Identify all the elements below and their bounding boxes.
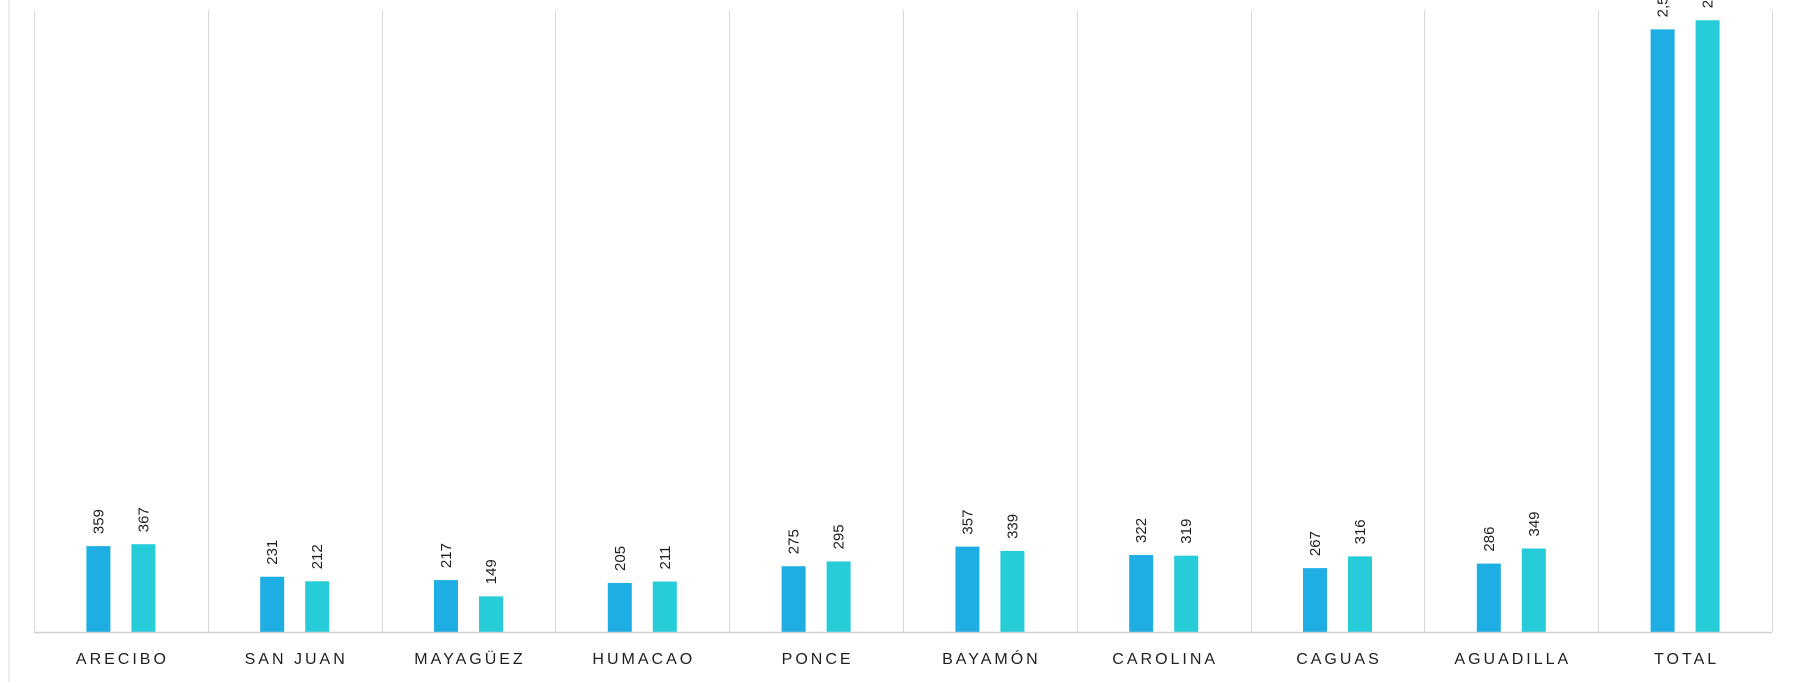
data-label: 231 xyxy=(264,540,281,565)
data-label: 2,557 xyxy=(1700,0,1717,8)
bar-series2-bayamón xyxy=(1000,550,1025,632)
bar-series1-arecibo xyxy=(86,546,111,632)
axis-layer xyxy=(8,0,1772,682)
data-label: 211 xyxy=(657,546,674,570)
category-label: PONCE xyxy=(782,651,854,668)
data-label: 275 xyxy=(786,529,803,554)
bar-series1-ponce xyxy=(781,566,806,632)
category-label: HUMACAO xyxy=(592,651,695,668)
data-label: 359 xyxy=(90,509,107,534)
bar-series2-ponce xyxy=(826,561,851,632)
bar-series1-mayagüez xyxy=(434,580,458,632)
bar-series1-caguas xyxy=(1303,568,1327,632)
bar-series1-san-juan xyxy=(260,576,285,632)
grid-layer xyxy=(34,10,1773,632)
bar-series2-arecibo xyxy=(131,544,156,632)
category-label: CAGUAS xyxy=(1296,651,1382,668)
label-layer: 359 367 ARECIBO 231 212 SAN JUAN 217 149 MAYAGÜE… xyxy=(76,0,1719,668)
data-label: 367 xyxy=(135,507,152,532)
data-label: 286 xyxy=(1481,527,1498,552)
data-label: 295 xyxy=(831,524,848,549)
data-label: 322 xyxy=(1133,518,1150,543)
category-label: CAROLINA xyxy=(1112,651,1218,668)
bar-series2-total xyxy=(1695,20,1720,632)
data-label: 316 xyxy=(1352,519,1369,544)
bar-series1-humacao xyxy=(607,582,632,632)
data-label: 267 xyxy=(1307,531,1324,556)
data-label: 349 xyxy=(1526,511,1543,536)
data-label: 319 xyxy=(1178,519,1195,544)
category-label: MAYAGÜEZ xyxy=(414,650,525,668)
bar-series1-carolina xyxy=(1129,554,1154,632)
data-label: 205 xyxy=(612,546,629,571)
data-label: 357 xyxy=(959,510,976,535)
bar-series2-mayagüez xyxy=(479,596,503,632)
bar-series1-bayamón xyxy=(955,546,980,632)
category-label: TOTAL xyxy=(1654,651,1719,668)
bar-series2-humacao xyxy=(652,581,677,632)
data-label: 2,519 xyxy=(1655,0,1672,17)
bar-series1-total xyxy=(1650,29,1675,633)
bar-series2-caguas xyxy=(1348,556,1372,632)
bar-layer xyxy=(86,20,1720,633)
data-label: 339 xyxy=(1004,514,1021,539)
category-label: SAN JUAN xyxy=(245,651,348,668)
data-label: 217 xyxy=(438,543,455,568)
category-label: BAYAMÓN xyxy=(942,649,1041,668)
bar-series2-aguadilla xyxy=(1521,548,1546,632)
data-label: 212 xyxy=(309,544,326,569)
bar-series1-aguadilla xyxy=(1476,563,1501,632)
bar-series2-san-juan xyxy=(305,581,330,632)
data-label: 149 xyxy=(483,559,500,584)
bar-series2-carolina xyxy=(1174,555,1199,632)
category-label: ARECIBO xyxy=(76,651,169,668)
category-label: AGUADILLA xyxy=(1454,651,1571,668)
